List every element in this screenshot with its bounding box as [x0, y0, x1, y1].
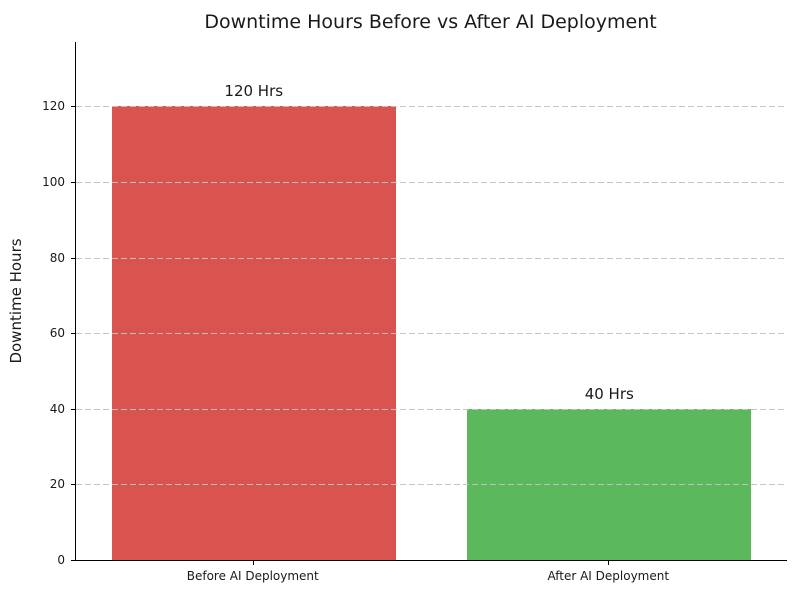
gridline [76, 257, 787, 259]
gridline [76, 333, 787, 335]
y-tick-label: 0 [57, 553, 65, 567]
x-tick-mark [608, 561, 610, 565]
y-tick-mark [71, 560, 75, 561]
y-tick-mark [71, 257, 75, 259]
gridline [76, 408, 787, 410]
x-tick-label: After AI Deployment [547, 569, 670, 583]
gridline [76, 181, 787, 183]
y-tick-mark [71, 333, 75, 335]
gridline [76, 106, 787, 108]
y-tick-label: 120 [42, 99, 65, 114]
y-tick-label: 40 [49, 401, 65, 416]
y-tick-mark [71, 181, 75, 183]
chart-title: Downtime Hours Before vs After AI Deploy… [204, 11, 657, 33]
x-tick-mark [252, 561, 254, 565]
y-tick-label: 20 [49, 477, 65, 492]
x-tick-label: Before AI Deployment [186, 569, 319, 583]
y-tick-label: 80 [49, 250, 65, 265]
y-tick-label: 60 [49, 326, 65, 341]
y-tick-label: 100 [42, 174, 65, 189]
plot-area: 120 Hrs 40 Hrs [75, 42, 787, 561]
bar-value-label: 40 Hrs [584, 384, 634, 403]
y-axis-label-text: Downtime Hours [7, 238, 25, 364]
y-tick-mark [71, 106, 75, 108]
y-tick-mark [71, 408, 75, 410]
bar-value-label: 120 Hrs [224, 82, 284, 101]
y-tick-mark [71, 484, 75, 486]
gridline [76, 484, 787, 486]
